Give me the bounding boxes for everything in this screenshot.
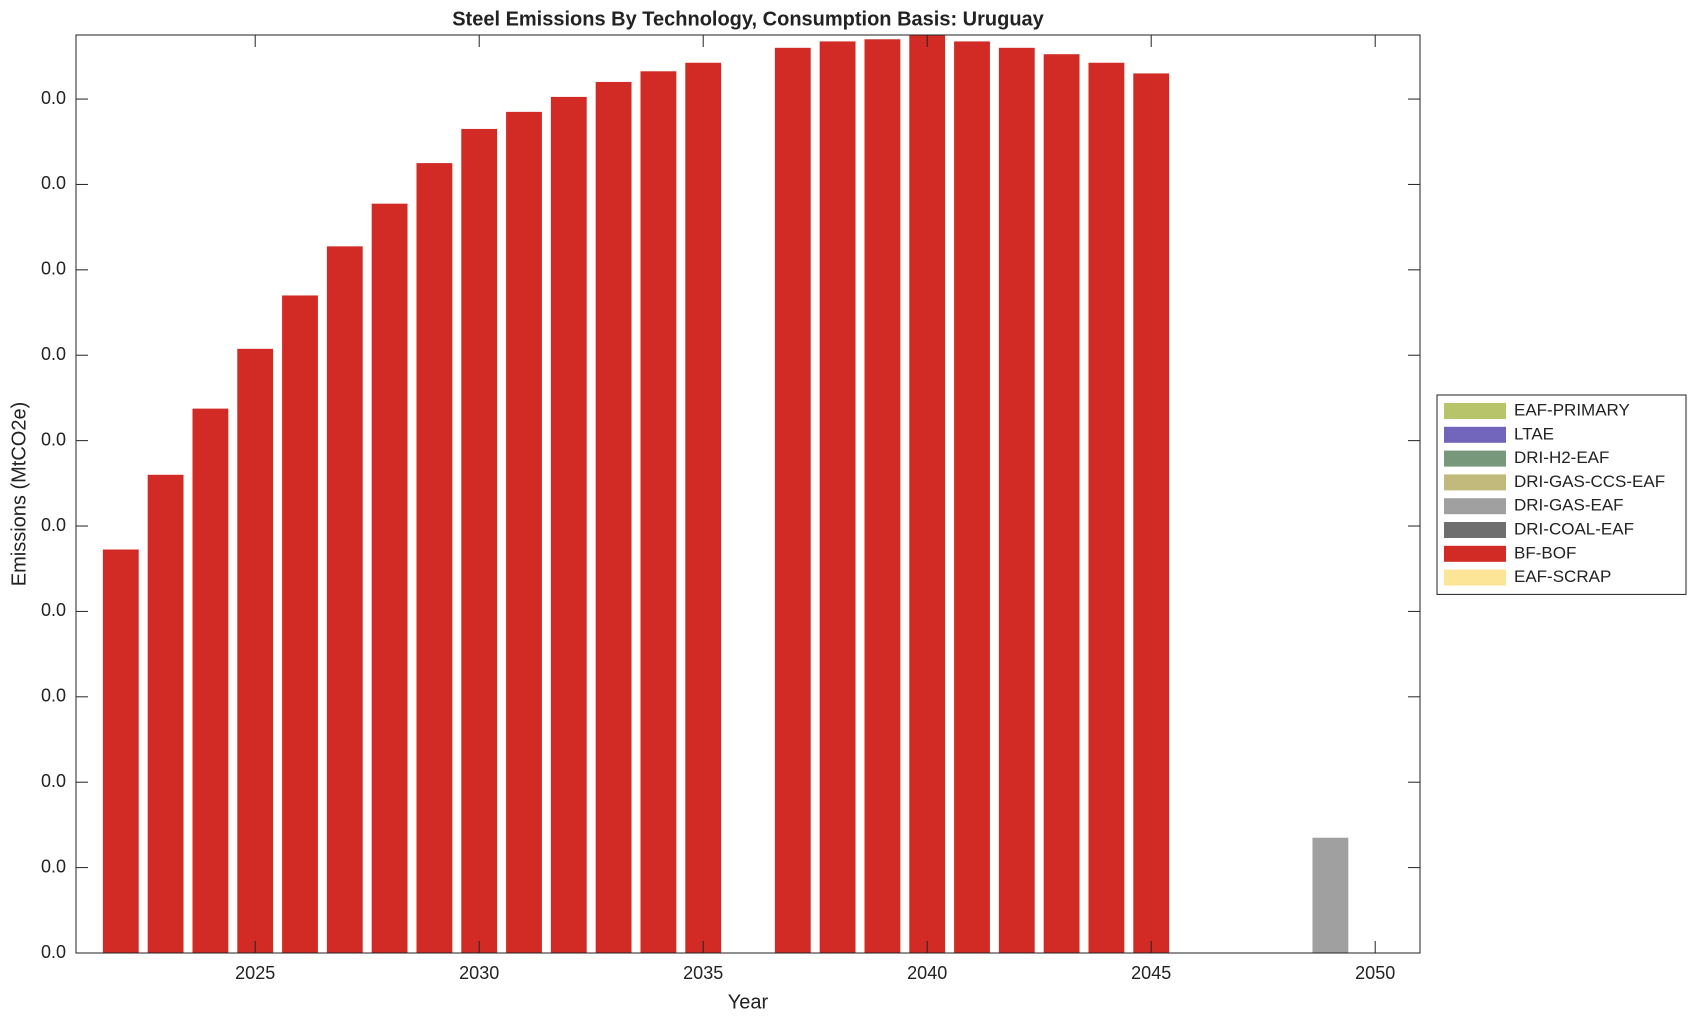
bar-segment: [326, 246, 363, 953]
bar-segment: [685, 62, 722, 954]
bar-segment: [506, 111, 542, 953]
y-tick-label: 0.0: [41, 88, 66, 108]
x-tick-label: 2025: [235, 963, 275, 983]
y-tick-label: 0.0: [41, 686, 66, 706]
bar-segment: [416, 163, 453, 953]
bar-segment: [954, 41, 990, 953]
legend-swatch: [1444, 426, 1506, 443]
bar-segment: [640, 71, 677, 953]
legend-swatch: [1444, 569, 1506, 586]
legend-label: EAF-SCRAP: [1514, 567, 1611, 586]
legend-swatch: [1444, 403, 1506, 419]
legend-label: DRI-COAL-EAF: [1514, 519, 1634, 538]
bar-segment: [371, 203, 408, 953]
bar-segment: [909, 35, 946, 953]
x-tick-label: 2040: [907, 963, 947, 983]
legend-label: DRI-GAS-CCS-EAF: [1514, 472, 1665, 491]
y-axis-label: Emissions (MtCO2e): [8, 402, 30, 586]
legend-swatch: [1444, 545, 1506, 562]
bar-segment: [998, 47, 1035, 953]
bar-segment: [237, 348, 274, 954]
bar-segment: [774, 47, 811, 953]
x-tick-label: 2045: [1131, 963, 1171, 983]
y-tick-label: 0.0: [41, 771, 66, 791]
y-tick-label: 0.0: [41, 344, 66, 364]
y-tick-label: 0.0: [41, 856, 66, 876]
legend-label: LTAE: [1514, 424, 1554, 443]
legend-swatch: [1444, 498, 1506, 515]
y-tick-label: 0.0: [41, 515, 66, 535]
bar-segment: [192, 408, 229, 954]
chart-title: Steel Emissions By Technology, Consumpti…: [452, 8, 1044, 30]
y-tick-label: 0.0: [41, 600, 66, 620]
x-tick-label: 2030: [459, 963, 499, 983]
legend-swatch: [1444, 450, 1506, 467]
y-tick-label: 0.0: [41, 173, 66, 193]
y-tick-label: 0.0: [41, 942, 66, 962]
x-tick-label: 2035: [683, 963, 723, 983]
bar-segment: [1312, 837, 1349, 953]
bar-segment: [147, 474, 184, 953]
bar-segment: [282, 295, 318, 953]
legend-swatch: [1444, 474, 1506, 491]
plot-frame: [75, 34, 1421, 954]
x-tick-label: 2050: [1355, 963, 1395, 983]
legend-label: EAF-PRIMARY: [1514, 400, 1630, 419]
bar-segment: [102, 549, 139, 953]
legend-label: BF-BOF: [1514, 543, 1576, 562]
x-axis-label: Year: [728, 991, 769, 1013]
bar-segment: [595, 81, 632, 953]
bar-segment: [819, 41, 856, 953]
bar-segment: [1088, 62, 1125, 954]
bar-segment: [461, 128, 498, 954]
legend-swatch: [1444, 522, 1506, 538]
bar-segment: [1043, 54, 1080, 954]
bar-segment: [550, 96, 587, 954]
legend-label: DRI-H2-EAF: [1514, 448, 1609, 467]
bar-segment: [864, 39, 901, 953]
y-tick-label: 0.0: [41, 259, 66, 279]
legend-label: DRI-GAS-EAF: [1514, 496, 1624, 515]
bar-segment: [1133, 73, 1170, 953]
y-tick-label: 0.0: [41, 429, 66, 449]
